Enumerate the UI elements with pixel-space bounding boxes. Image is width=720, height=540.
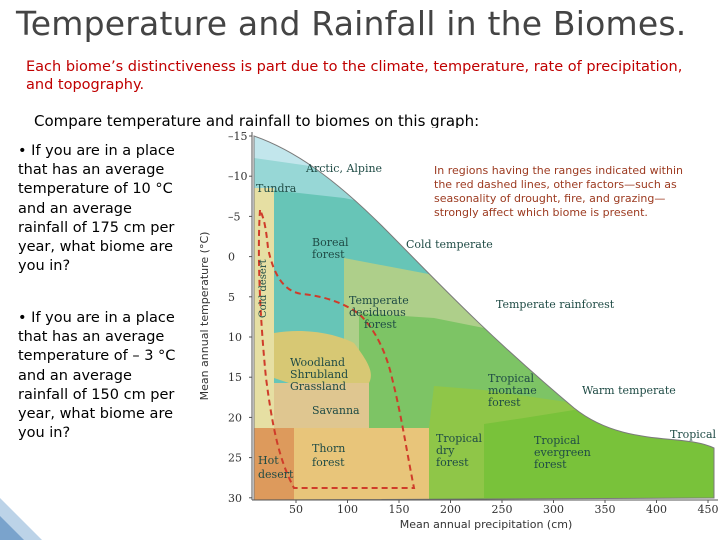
label-arctic-alpine: Arctic, Alpine bbox=[305, 162, 382, 175]
label-tropical-dry-3: forest bbox=[436, 456, 469, 469]
label-tropical-evergreen-1: Tropical bbox=[534, 434, 580, 447]
label-tropical-montane-3: forest bbox=[488, 396, 521, 409]
label-woodland-3: Grassland bbox=[290, 380, 346, 393]
x-tick-label: 450 bbox=[698, 503, 719, 516]
label-tropical-evergreen-2: evergreen bbox=[534, 446, 591, 459]
red-dashed-boundary bbox=[257, 206, 416, 489]
label-tropical-montane-1: Tropical bbox=[488, 372, 534, 385]
y-axis-label: Mean annual temperature (°C) bbox=[198, 232, 211, 401]
y-tick-label: –10 bbox=[228, 170, 248, 183]
question-1: • If you are in a place that has an aver… bbox=[18, 143, 175, 275]
label-temperate-rainforest: Temperate rainforest bbox=[496, 298, 615, 311]
y-tick-label: 20 bbox=[228, 411, 242, 424]
x-tick-label: 350 bbox=[595, 503, 616, 516]
label-thorn-2: forest bbox=[312, 456, 345, 469]
label-tropical: Tropical bbox=[670, 428, 716, 441]
slide-title: Temperature and Rainfall in the Biomes. bbox=[16, 4, 687, 43]
y-axis-ticks: –15 –10 –5 0 5 10 15 20 25 30 bbox=[228, 130, 252, 505]
label-tundra: Tundra bbox=[256, 182, 297, 195]
question-2: • If you are in a place that has an aver… bbox=[18, 310, 176, 442]
label-temperate-deciduous-1: Temperate bbox=[349, 294, 409, 307]
label-tropical-dry-1: Tropical bbox=[436, 432, 482, 445]
label-woodland-2: Shrubland bbox=[290, 368, 348, 381]
label-thorn-1: Thorn bbox=[312, 442, 345, 455]
label-tropical-dry-2: dry bbox=[436, 444, 455, 457]
label-hot-desert-1: Hot bbox=[258, 454, 279, 467]
y-tick-label: 15 bbox=[228, 371, 242, 384]
y-tick-label: 25 bbox=[228, 452, 242, 465]
x-tick-label: 150 bbox=[389, 503, 410, 516]
slide-corner-decoration bbox=[0, 498, 42, 540]
x-tick-label: 200 bbox=[440, 503, 461, 516]
y-tick-label: 30 bbox=[228, 492, 242, 505]
range-note: In regions having the ranges indicated w… bbox=[434, 164, 683, 219]
label-boreal-1: Boreal bbox=[312, 236, 349, 249]
note-line-4: strongly affect which biome is present. bbox=[434, 206, 648, 219]
region-thorn bbox=[294, 428, 429, 500]
label-hot-desert-2: desert bbox=[258, 468, 294, 481]
label-cold-temperate: Cold temperate bbox=[406, 238, 493, 251]
label-woodland-1: Woodland bbox=[290, 356, 345, 369]
label-warm-temperate: Warm temperate bbox=[582, 384, 676, 397]
x-tick-label: 50 bbox=[289, 503, 303, 516]
y-tick-label: –15 bbox=[228, 130, 248, 143]
region-cold-desert bbox=[254, 188, 274, 500]
x-axis-ticks: 50 100 150 200 250 300 350 400 450 bbox=[289, 500, 719, 516]
y-tick-label: 10 bbox=[228, 331, 242, 344]
y-tick-label: 0 bbox=[228, 251, 235, 264]
label-temperate-deciduous-2: deciduous bbox=[349, 306, 406, 319]
label-boreal-2: forest bbox=[312, 248, 345, 261]
compare-instruction: Compare temperature and rainfall to biom… bbox=[34, 112, 480, 130]
note-line-1: In regions having the ranges indicated w… bbox=[434, 164, 683, 177]
y-tick-label: –5 bbox=[228, 210, 241, 223]
biome-diagram: –15 –10 –5 0 5 10 15 20 25 30 50 100 150 200 250 300 35… bbox=[194, 128, 720, 540]
x-tick-label: 100 bbox=[337, 503, 358, 516]
slide-subtitle: Each biome’s distinctiveness is part due… bbox=[26, 59, 683, 93]
x-tick-label: 250 bbox=[492, 503, 513, 516]
label-tropical-evergreen-3: forest bbox=[534, 458, 567, 471]
label-tropical-montane-2: montane bbox=[488, 384, 537, 397]
note-line-2: the red dashed lines, other factors—such… bbox=[434, 178, 677, 191]
note-line-3: seasonality of drought, fire, and grazin… bbox=[434, 192, 665, 205]
region-woodland bbox=[274, 331, 371, 383]
x-axis-label: Mean annual precipitation (cm) bbox=[400, 518, 573, 531]
y-tick-label: 5 bbox=[228, 291, 235, 304]
x-tick-label: 400 bbox=[646, 503, 667, 516]
x-tick-label: 300 bbox=[543, 503, 564, 516]
label-temperate-deciduous-3: forest bbox=[364, 318, 397, 331]
region-savanna bbox=[274, 383, 369, 428]
region-hot-desert bbox=[254, 428, 294, 500]
label-cold-desert: Cold desert bbox=[258, 259, 269, 318]
label-savanna: Savanna bbox=[312, 404, 360, 417]
